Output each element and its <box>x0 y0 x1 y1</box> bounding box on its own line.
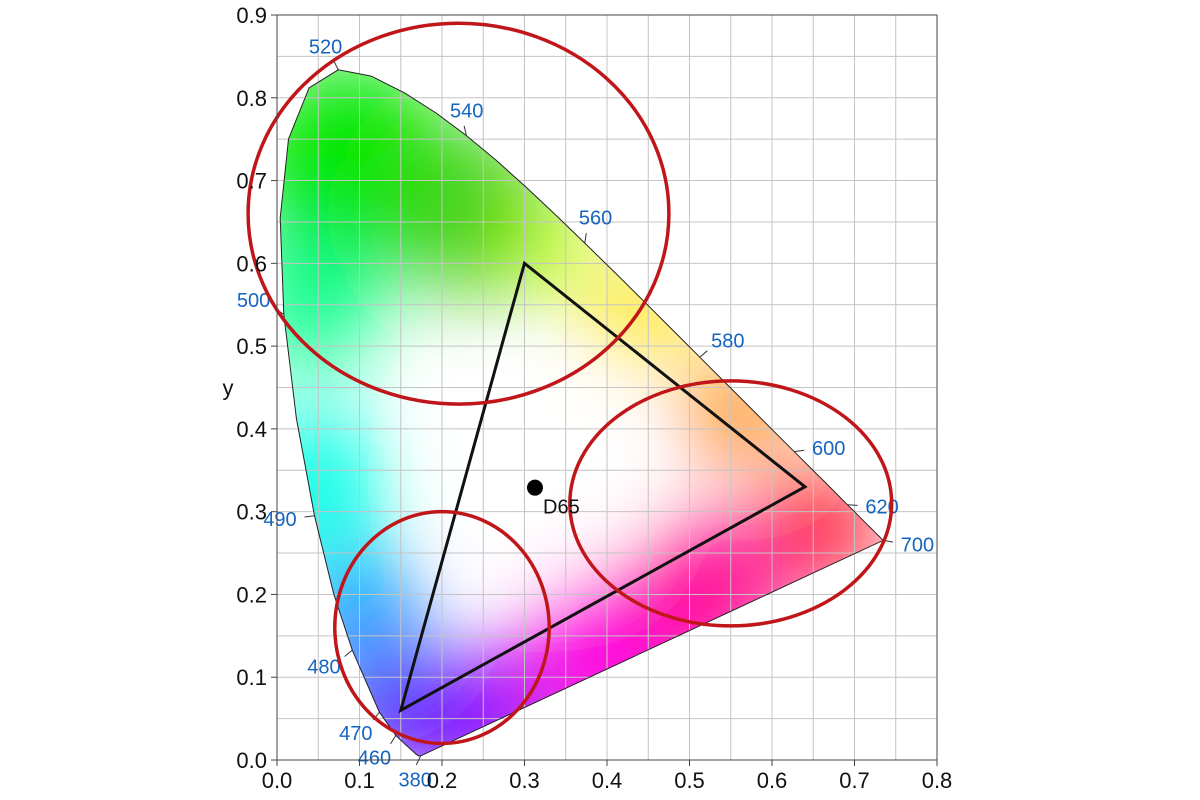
x-tick-label: 0.6 <box>757 768 788 793</box>
x-tick-label: 0.1 <box>344 768 375 793</box>
y-tick-label: 0.5 <box>236 334 267 359</box>
highlight-circle <box>333 509 551 746</box>
wavelength-label: 490 <box>263 509 296 531</box>
x-tick-label: 0.7 <box>839 768 870 793</box>
wavelength-label: 620 <box>865 496 898 518</box>
highlight-circle <box>568 379 894 628</box>
y-tick-label: 0.4 <box>236 417 267 442</box>
white-point-label: D65 <box>543 497 580 519</box>
x-tick-label: 0.3 <box>509 768 540 793</box>
wavelength-tick <box>390 735 397 745</box>
wavelength-tick <box>847 504 858 506</box>
spectral-locus-outline <box>279 69 884 757</box>
y-tick-label: 0.3 <box>236 500 267 525</box>
y-tick-label: 0.8 <box>236 86 267 111</box>
highlight-circle <box>246 21 671 406</box>
y-axis-title: y <box>223 376 234 401</box>
wavelength-tick <box>794 449 805 453</box>
wavelength-label: 520 <box>309 37 342 59</box>
wavelength-label: 580 <box>711 330 744 352</box>
grid <box>277 15 937 760</box>
srgb-gamut-triangle <box>398 260 808 714</box>
wavelength-tick <box>699 350 708 358</box>
y-tick-label: 0.9 <box>236 3 267 28</box>
wavelength-tick <box>463 125 467 136</box>
wavelength-label: 500 <box>237 290 270 312</box>
x-tick-label: 0.5 <box>674 768 705 793</box>
x-tick-label: 0.0 <box>262 768 293 793</box>
wavelength-tick <box>333 60 339 71</box>
white-point: D65 <box>526 479 580 519</box>
y-tick-label: 0.1 <box>236 665 267 690</box>
x-tick-label: 0.2 <box>427 768 458 793</box>
wavelength-label: 470 <box>339 723 372 745</box>
y-tick-label: 0.2 <box>236 582 267 607</box>
wavelength-label: 560 <box>579 207 612 229</box>
chromaticity-color-fill <box>280 69 884 756</box>
wavelength-label: 540 <box>450 100 483 122</box>
y-tick-label: 0.0 <box>236 748 267 773</box>
highlight-circles <box>246 21 894 746</box>
x-tick-label: 0.8 <box>922 768 953 793</box>
y-tick-label: 0.7 <box>236 169 267 194</box>
axes: 0.0 0.1 0.2 0.3 0.4 0.5 0.6 0.7 0.8 0.0 0.1 0.2 0.3 0… <box>223 3 953 793</box>
wavelength-label: 600 <box>812 438 845 460</box>
y-tick-label: 0.6 <box>236 251 267 276</box>
wavelength-label: 460 <box>358 748 391 770</box>
wavelength-label: 480 <box>307 657 340 679</box>
wavelength-label: 700 <box>901 535 934 557</box>
x-tick-label: 0.4 <box>592 768 623 793</box>
wavelength-label: 380 <box>399 769 432 791</box>
wavelength-tick <box>584 233 587 244</box>
wavelength-tick <box>344 649 353 657</box>
wavelength-tick <box>304 515 315 518</box>
white-point-marker <box>526 479 543 496</box>
